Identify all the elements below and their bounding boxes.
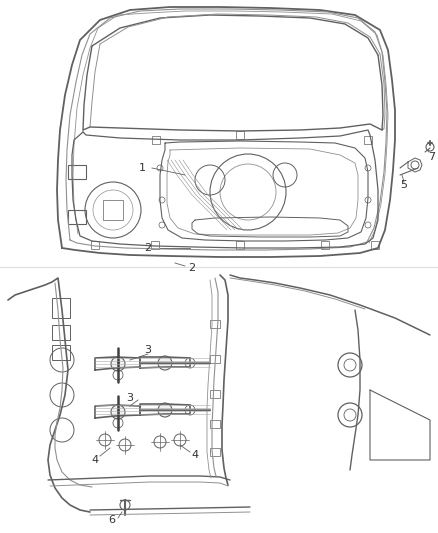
Text: 2: 2 <box>188 263 195 273</box>
Bar <box>210 355 220 363</box>
Bar <box>152 136 160 144</box>
Bar <box>103 200 123 220</box>
Bar <box>236 241 244 249</box>
Bar <box>91 241 99 249</box>
Bar <box>236 131 244 139</box>
Bar <box>210 390 220 398</box>
Circle shape <box>111 405 125 419</box>
Bar <box>52 345 70 360</box>
Text: 2: 2 <box>145 243 152 253</box>
Bar <box>210 420 220 428</box>
Text: 5: 5 <box>400 180 407 190</box>
Bar <box>371 241 379 249</box>
Circle shape <box>158 403 172 417</box>
Bar <box>68 165 86 179</box>
Bar <box>151 241 159 249</box>
Bar <box>321 241 329 249</box>
Text: 1: 1 <box>138 163 145 173</box>
Bar <box>52 325 70 340</box>
Text: 6: 6 <box>109 515 116 525</box>
Bar <box>210 448 220 456</box>
Text: 3: 3 <box>145 345 152 355</box>
Circle shape <box>111 357 125 371</box>
Bar <box>364 136 372 144</box>
Text: 3: 3 <box>127 393 134 403</box>
Circle shape <box>158 356 172 370</box>
Bar <box>210 320 220 328</box>
Bar <box>52 298 70 318</box>
Text: 4: 4 <box>92 455 99 465</box>
Text: 4: 4 <box>191 450 198 460</box>
Bar <box>68 210 86 224</box>
Text: 7: 7 <box>428 152 435 162</box>
